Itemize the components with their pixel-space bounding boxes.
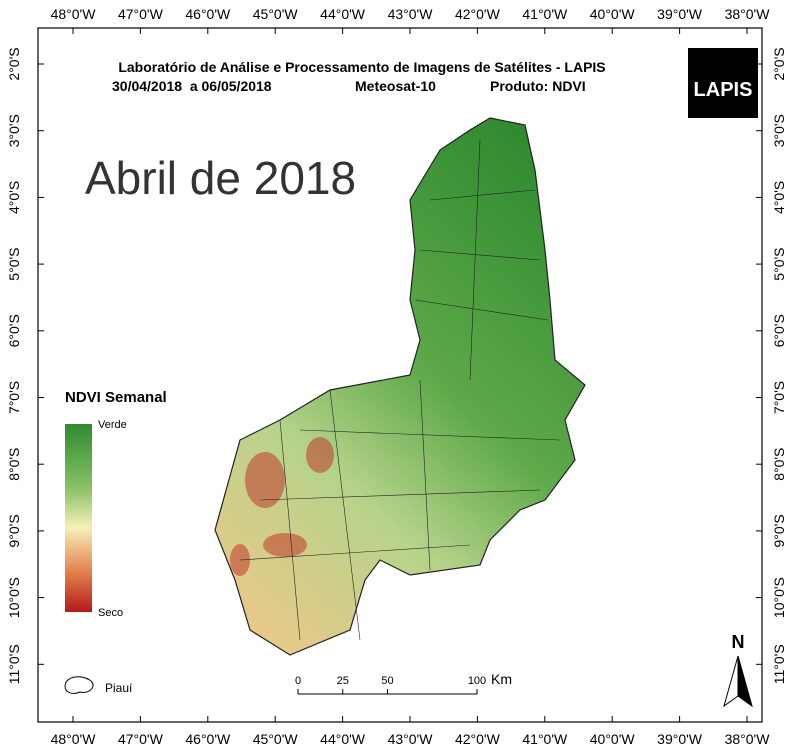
longitude-label-bottom: 46°0'W xyxy=(185,731,231,747)
longitude-label-top: 45°0'W xyxy=(253,6,299,22)
longitude-label-bottom: 38°0'W xyxy=(725,731,771,747)
boundary-symbol xyxy=(64,676,94,695)
frame xyxy=(37,27,763,723)
legend-high: Verde xyxy=(98,419,127,431)
longitude-label-top: 46°0'W xyxy=(185,6,231,22)
longitude-label-bottom: 41°0'W xyxy=(522,731,568,747)
latitude-label-right: 10°0'S xyxy=(771,577,787,618)
latitude-label-left: 11°0'S xyxy=(6,644,22,684)
longitude-label-bottom: 40°0'W xyxy=(590,731,636,747)
longitude-label-top: 41°0'W xyxy=(522,6,568,22)
longitude-label-bottom: 43°0'W xyxy=(388,731,434,747)
municipal-lines xyxy=(239,139,561,641)
latitude-label-right: 11°0'S xyxy=(771,644,787,684)
longitude-label-top: 42°0'W xyxy=(455,6,501,22)
longitude-label-bottom: 47°0'W xyxy=(118,731,164,747)
latitude-label-right: 7°0'S xyxy=(771,381,787,414)
latitude-label-right: 3°0'S xyxy=(771,114,787,147)
scale-bar: 0 25 50 100 Km xyxy=(295,671,512,695)
legend-boundary: Piauí xyxy=(105,681,133,695)
longitude-label-top: 40°0'W xyxy=(590,6,636,22)
latitude-label-left: 6°0'S xyxy=(6,314,22,347)
piaui-ndvi xyxy=(214,117,586,656)
title: Laboratório de Análise e Processamento d… xyxy=(118,59,605,75)
longitude-label-top: 47°0'W xyxy=(118,6,164,22)
longitude-label-bottom: 39°0'W xyxy=(657,731,703,747)
graticule: 48°0'W 48°0'W 47°0'W 47°0'W 46°0'W 46°0'W 45°0… xyxy=(6,6,787,747)
latitude-label-left: 3°0'S xyxy=(6,114,22,147)
latitude-label-left: 10°0'S xyxy=(6,577,22,618)
longitude-label-top: 48°0'W xyxy=(51,6,97,22)
latitude-label-left: 8°0'S xyxy=(6,448,22,481)
latitude-label-right: 5°0'S xyxy=(771,248,787,281)
logo-box xyxy=(688,48,758,118)
dry-patch xyxy=(306,437,334,473)
latitude-label-left: 7°0'S xyxy=(6,381,22,414)
legend-bar xyxy=(65,424,92,612)
satellite: Meteosat-10 xyxy=(355,78,436,94)
longitude-label-top: 43°0'W xyxy=(388,6,434,22)
scale-tick-label: 25 xyxy=(337,675,349,687)
north-label: N xyxy=(732,632,745,652)
longitude-label-bottom: 42°0'W xyxy=(455,731,501,747)
period: 30/04/2018 a 06/05/2018 xyxy=(112,78,272,94)
latitude-label-right: 4°0'S xyxy=(771,181,787,214)
dry-patch xyxy=(245,452,285,508)
latitude-label-right: 2°0'S xyxy=(771,47,787,80)
dry-patches xyxy=(230,437,334,576)
product: Produto: NDVI xyxy=(490,78,586,94)
latitude-label-left: 9°0'S xyxy=(6,514,22,547)
latitude-label-left: 4°0'S xyxy=(6,181,22,214)
scale-tick-label: 50 xyxy=(381,675,393,687)
longitude-label-bottom: 45°0'W xyxy=(253,731,299,747)
scale-tick-label: 100 xyxy=(468,675,486,687)
latitude-label-right: 9°0'S xyxy=(771,514,787,547)
longitude-label-top: 39°0'W xyxy=(657,6,703,22)
latitude-label-right: 6°0'S xyxy=(771,314,787,347)
logo: LAPIS xyxy=(694,79,753,101)
latitude-label-left: 2°0'S xyxy=(6,47,22,80)
heading: Abril de 2018 xyxy=(85,152,356,204)
legend-title: NDVI Semanal xyxy=(65,389,167,406)
legend-low: Seco xyxy=(98,607,123,619)
longitude-label-bottom: 48°0'W xyxy=(51,731,97,747)
boundary-line xyxy=(239,139,561,641)
longitude-label-top: 38°0'W xyxy=(725,6,771,22)
scale-tick-label: 0 xyxy=(295,675,301,687)
longitude-label-bottom: 44°0'W xyxy=(320,731,366,747)
north-arrow-left xyxy=(723,655,739,708)
north-arrow-right xyxy=(737,655,753,708)
longitude-label-top: 44°0'W xyxy=(320,6,366,22)
latitude-label-left: 5°0'S xyxy=(6,248,22,281)
latitude-label-right: 8°0'S xyxy=(771,448,787,481)
scale-unit: Km xyxy=(491,671,512,687)
dry-patch xyxy=(263,533,307,557)
